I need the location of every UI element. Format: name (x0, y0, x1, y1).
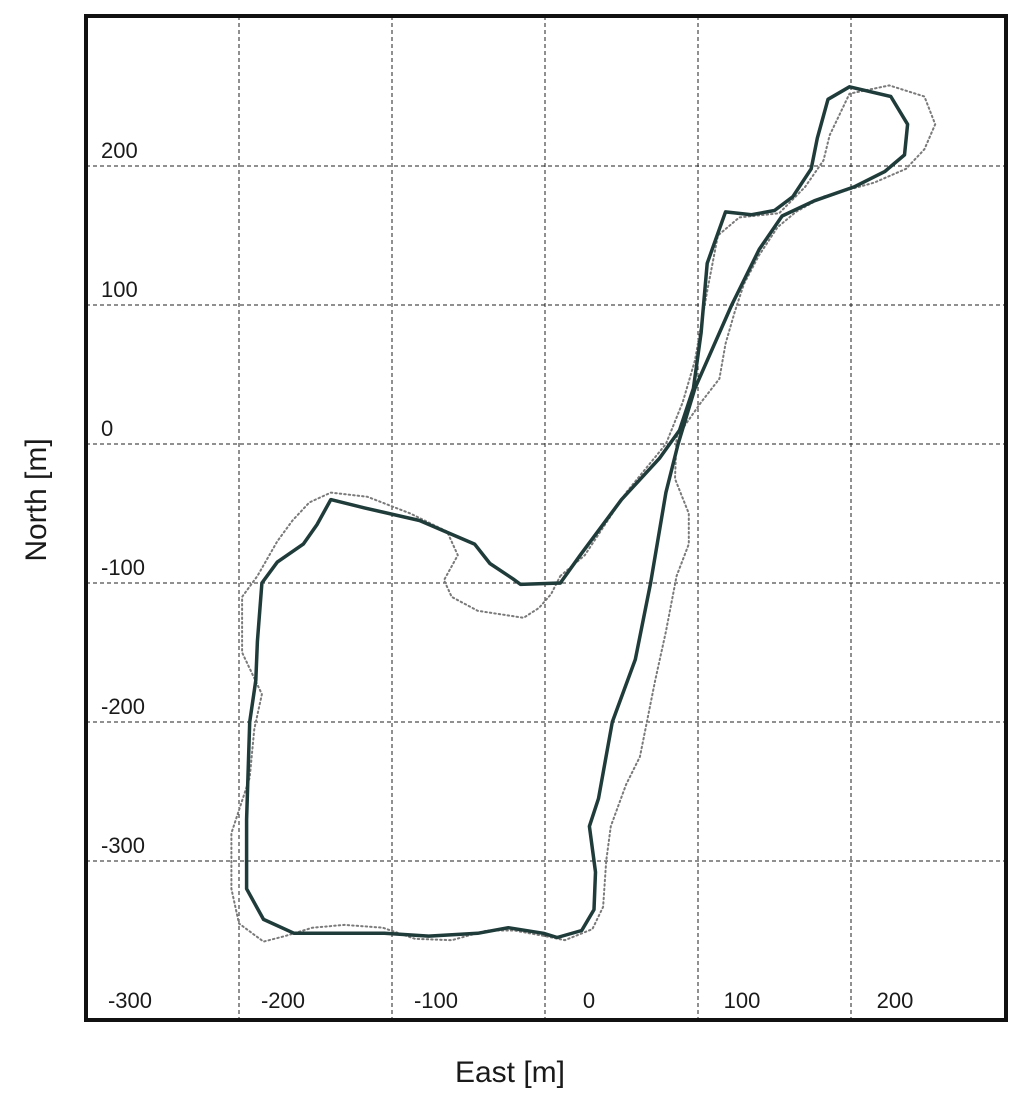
series (230, 84, 937, 943)
x-axis-title: East [m] (455, 1056, 565, 1089)
grid (86, 16, 1006, 1020)
y-axis-title: North [m] (20, 438, 53, 561)
plot-frame (84, 14, 1008, 1022)
y-tick-label: -100 (101, 555, 145, 580)
estimated-trajectory-solid (244, 85, 910, 940)
y-tick-label: 100 (101, 277, 138, 302)
y-tick-label: -300 (101, 833, 145, 858)
y-tick-label: -200 (101, 694, 145, 719)
x-tick-label: -100 (414, 988, 458, 1013)
x-tick-label: -200 (261, 988, 305, 1013)
y-tick-labels: 200 100 0 -100 -200 -300 (101, 138, 145, 858)
y-tick-label: 0 (101, 416, 113, 441)
x-tick-labels: -300 -200 -100 0 100 200 (108, 988, 913, 1013)
reference-trajectory-dotted (230, 84, 937, 943)
x-tick-label: 200 (877, 988, 914, 1013)
x-tick-label: -300 (108, 988, 152, 1013)
y-tick-label: 200 (101, 138, 138, 163)
x-tick-label: 100 (724, 988, 761, 1013)
x-tick-label: 0 (583, 988, 595, 1013)
